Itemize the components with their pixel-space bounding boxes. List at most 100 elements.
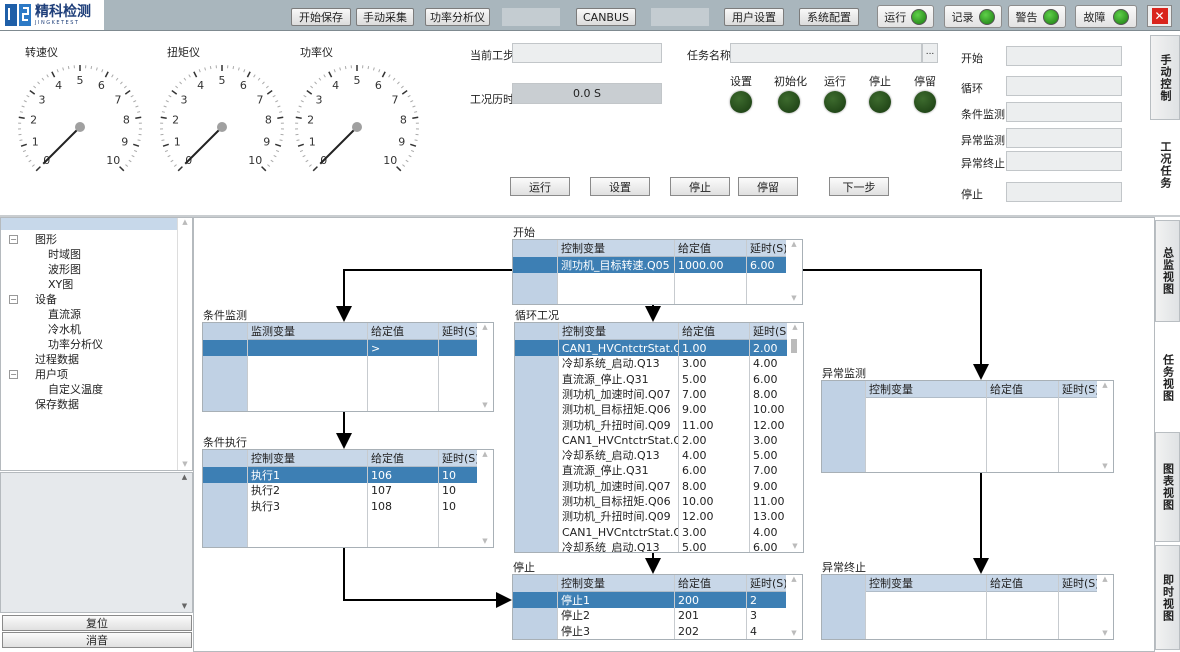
tab-manual-control[interactable]: 手动控制 [1150, 35, 1180, 120]
tree-item[interactable]: − 用户项 [1, 367, 192, 382]
table-cell[interactable]: 7.00 [682, 387, 707, 401]
table-cell[interactable] [247, 341, 367, 356]
current-step-field[interactable] [512, 43, 662, 63]
table-cell[interactable]: 测功机_加速时间.Q07 [562, 387, 671, 401]
table-scrollbar[interactable]: ▲ ▼ [786, 240, 802, 304]
next-step-button[interactable]: 下一步 [829, 177, 889, 196]
column-header[interactable]: 控制变量 [869, 383, 913, 396]
table-cell[interactable]: 10 [442, 469, 456, 482]
start-save-button[interactable]: 开始保存 [291, 8, 351, 26]
column-header[interactable]: 给定值 [678, 577, 711, 590]
column-header[interactable]: 控制变量 [869, 577, 913, 590]
selected-row[interactable] [513, 257, 788, 273]
table-cell[interactable]: 10.00 [682, 495, 714, 508]
column-header[interactable]: 给定值 [682, 325, 715, 338]
table-cell[interactable]: 冷却系统_启动.Q13 [562, 449, 660, 463]
task-name-field[interactable] [730, 43, 922, 63]
column-header[interactable]: 监测变量 [251, 325, 295, 338]
table-cell[interactable]: 测功机_目标扭矩.Q06 [562, 495, 671, 508]
table-cell[interactable]: 10 [442, 499, 456, 513]
table-cell[interactable]: 5.00 [753, 449, 778, 463]
table-cell[interactable]: 6.00 [753, 540, 778, 553]
table-cell[interactable]: 12.00 [682, 510, 714, 524]
selected-row[interactable] [513, 592, 788, 608]
table-cell[interactable]: 4.00 [753, 525, 778, 539]
table-cell[interactable]: 4.00 [682, 449, 707, 463]
table-cell[interactable]: 冷却系统_启动.Q13 [562, 357, 660, 371]
column-header[interactable]: 给定值 [371, 325, 404, 338]
table-cell[interactable] [438, 341, 479, 356]
table-cell[interactable]: 1.00 [682, 342, 707, 355]
tree-item[interactable]: 保存数据 [1, 397, 192, 412]
column-header[interactable]: 给定值 [371, 452, 404, 465]
table-cell[interactable]: 202 [678, 624, 699, 638]
table-cell[interactable]: 10 [442, 484, 456, 498]
tree-item[interactable]: 功率分析仪 [1, 337, 192, 352]
run-button[interactable]: 运行 [510, 177, 570, 196]
column-header[interactable]: 控制变量 [561, 242, 605, 255]
table-cell[interactable]: CAN1_HVCntctrStat.Q10 [562, 342, 678, 355]
column-header[interactable]: 给定值 [990, 577, 1023, 590]
column-header[interactable]: 给定值 [678, 242, 711, 255]
table-cell[interactable]: 7.00 [753, 464, 778, 478]
selected-row[interactable] [515, 340, 791, 356]
tab-chart-view[interactable]: 图表视图 [1155, 432, 1180, 542]
table-cell[interactable]: 5.00 [682, 540, 707, 553]
browse-button[interactable]: ... [922, 43, 938, 63]
table-cell[interactable]: 停止3 [561, 624, 590, 638]
table-cell[interactable]: 6.00 [750, 259, 775, 272]
manual-collect-button[interactable]: 手动采集 [356, 8, 414, 26]
table-cell[interactable]: 3.00 [682, 525, 707, 539]
table-cell[interactable]: 9.00 [753, 479, 778, 493]
mute-button[interactable]: 消音 [2, 632, 192, 648]
table-scrollbar[interactable]: ▲ ▼ [477, 450, 493, 547]
setup-button[interactable]: 设置 [590, 177, 650, 196]
tab-work-task[interactable]: 工况任务 [1150, 120, 1180, 210]
table-cell[interactable]: 6.00 [753, 372, 778, 386]
tree-item[interactable]: 波形图 [1, 262, 192, 277]
system-config-button[interactable]: 系统配置 [799, 8, 859, 26]
column-header[interactable]: 控制变量 [561, 577, 605, 590]
table-cell[interactable]: 11.00 [682, 418, 714, 432]
table-cell[interactable]: 2.00 [753, 342, 778, 355]
table-cell[interactable]: 9.00 [682, 403, 707, 417]
tree-item[interactable]: − 图形 [1, 232, 192, 247]
table-cell[interactable]: 直流源_停止.Q31 [562, 372, 649, 386]
power-analyzer-button[interactable]: 功率分析仪 [425, 8, 490, 26]
collapse-icon[interactable]: − [9, 235, 18, 244]
tab-overview[interactable]: 总监视图 [1155, 220, 1180, 322]
table-cell[interactable]: CAN1_HVCntctrStat.Q10 [562, 525, 678, 539]
table-cell[interactable]: 测功机_目标转速.Q05 [561, 259, 670, 272]
table-cell[interactable]: 停止2 [561, 609, 590, 623]
tree-item[interactable]: XY图 [1, 277, 192, 292]
table-cell[interactable]: 1000.00 [678, 259, 724, 272]
table-cell[interactable]: 11.00 [753, 495, 785, 508]
selected-row[interactable] [203, 340, 479, 356]
column-header[interactable]: 延时(S) [442, 452, 479, 465]
column-header[interactable]: 延时(S) [753, 325, 791, 338]
tree-item[interactable]: − 设备 [1, 292, 192, 307]
table-scrollbar[interactable]: ▲ ▼ [786, 575, 802, 639]
table-cell[interactable]: 13.00 [753, 510, 785, 524]
close-button[interactable]: ✕ [1147, 5, 1172, 27]
column-header[interactable]: 给定值 [990, 383, 1023, 396]
table-cell[interactable]: 10.00 [753, 403, 785, 417]
table-cell[interactable]: 108 [371, 499, 392, 513]
table-cell[interactable]: 3 [750, 609, 757, 623]
column-header[interactable]: 延时(S) [1062, 577, 1099, 590]
table-cell[interactable]: 5.00 [682, 372, 707, 386]
table-cell[interactable]: 3.00 [753, 433, 778, 447]
table-scrollbar[interactable]: ▲ ▼ [477, 323, 493, 411]
reset-button[interactable]: 复位 [2, 615, 192, 631]
table-cell[interactable]: 4.00 [753, 357, 778, 371]
column-header[interactable]: 延时(S) [442, 325, 479, 338]
tab-task-view[interactable]: 任务视图 [1155, 325, 1180, 430]
tree-item[interactable]: 过程数据 [1, 352, 192, 367]
selected-row[interactable] [203, 467, 479, 483]
table-cell[interactable]: 执行2 [251, 484, 280, 498]
table-cell[interactable]: 测功机_升扭时间.Q09 [562, 510, 671, 524]
table-cell[interactable]: 测功机_加速时间.Q07 [562, 479, 671, 493]
table-scrollbar[interactable]: ▲ ▼ [787, 323, 803, 552]
tree-item[interactable]: 直流源 [1, 307, 192, 322]
table-cell[interactable]: 测功机_目标扭矩.Q06 [562, 403, 671, 417]
